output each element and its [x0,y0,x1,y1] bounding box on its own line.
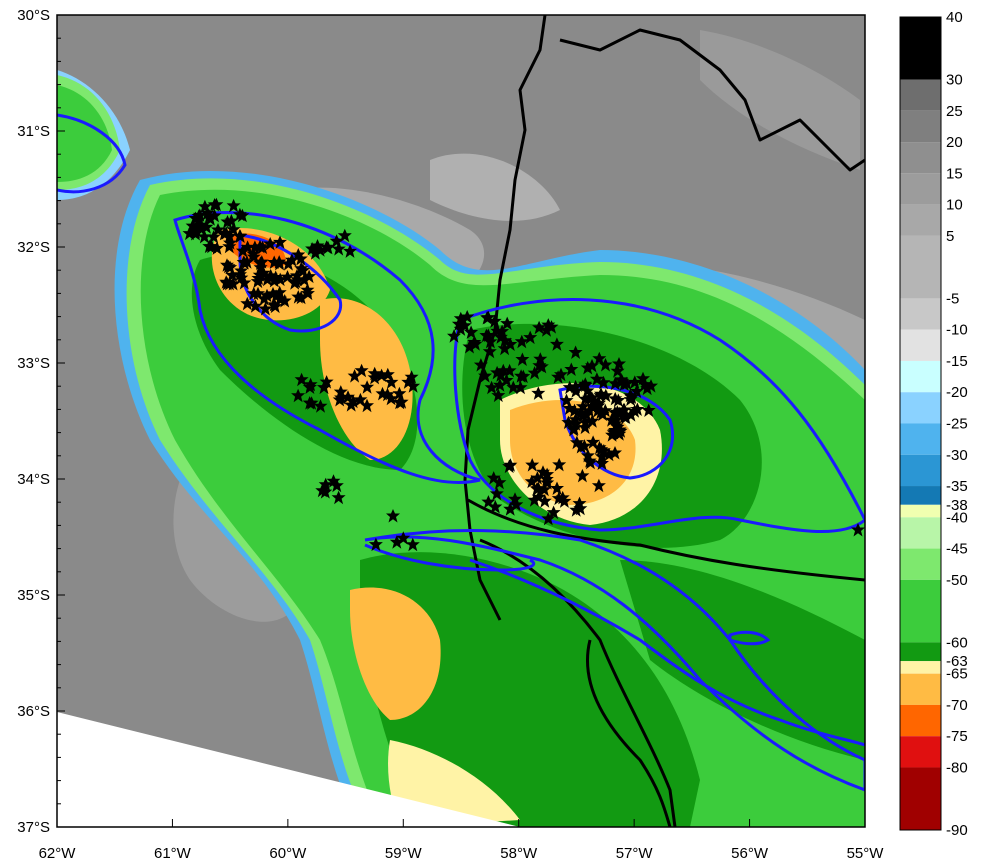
colorbar-tick-label: -25 [946,416,968,433]
uruguay-brazil-border [559,28,865,172]
no-data-region [57,712,520,827]
longitude-tick-label: 55°W [847,845,885,862]
colorbar-tick-label: -38 [946,497,968,514]
colorbar-tick-label: -15 [946,353,968,370]
longitude-tick-label: 57°W [616,845,654,862]
colorbar-tick-label: -10 [946,322,968,339]
colorbar-tick-label: -80 [946,759,968,776]
colorbar-tick-label: -60 [946,634,968,651]
colorbar-band [900,517,941,549]
latitude-tick-label: 36°S [17,703,50,720]
latitude-tick-label: 37°S [17,819,50,836]
colorbar-band [900,392,941,424]
colorbar-tick-label: 10 [946,197,963,214]
contour-east-outer [453,298,865,534]
colorbar-band [900,504,941,518]
latitude-axis: 30°S 31°S 32°S 33°S 34°S 35°S 36°S 37°S [17,7,65,836]
colorbar-tick-label: 30 [946,72,963,89]
colorbar-tick-label: -45 [946,541,968,558]
southern-coast [585,639,672,827]
contour-far-west [57,113,127,194]
colorbar-band [900,736,941,768]
colorbar-band [900,329,941,361]
colorbar-band [900,486,941,505]
colorbar-band [900,661,941,674]
longitude-tick-label: 56°W [731,845,769,862]
colorbar-band [900,423,941,455]
rio-de-la-plata-coast [479,538,677,827]
colorbar-band [900,110,941,143]
colorbar-tick-label: -70 [946,697,968,714]
colorbar-tick-label: 25 [946,103,963,120]
colorbar-band [900,17,941,80]
colorbar-frame [899,16,942,831]
colorbar-tick-label: -35 [946,478,968,495]
colorbar-band [900,360,941,393]
latitude-tick-label: 35°S [17,587,50,604]
contour-lower-east [469,558,865,747]
colorbar-band [900,673,941,705]
longitude-tick-label: 60°W [269,845,307,862]
colorbar-tick-label: -30 [946,447,968,464]
colorbar-band [900,79,941,111]
contour-east-small [728,630,771,646]
latitude-tick-label: 30°S [17,7,50,24]
colorbar-tick-label: 15 [946,165,963,182]
colorbar-tick-label: -63 [946,653,968,670]
colorbar-band [900,142,941,174]
longitude-axis: 62°W 61°W 60°W 59°W 58°W 57°W 56°W 55°W [39,819,885,862]
colorbar-tick-label: 20 [946,134,963,151]
argentina-uruguay-border [463,15,547,621]
colorbar-tick-label: 5 [946,228,954,245]
colorbar-tick-label: -5 [946,290,959,307]
map-plot-area [57,15,865,827]
longitude-tick-label: 58°W [500,845,538,862]
colorbar-band [900,642,941,662]
colorbar-band [900,298,941,330]
national-borders [463,15,865,827]
colorbar-band [900,235,941,299]
plot-frame [56,14,866,828]
colorbar-band [900,579,941,643]
contour-south [364,529,865,792]
colorbar-band [900,704,941,737]
colorbar-tick-label: -40 [946,509,968,526]
contour-southwest [364,543,536,572]
contour-west-outer [173,211,481,484]
longitude-tick-label: 61°W [154,845,192,862]
colorbar: 40 30 25 20 15 10 5 -5 -10 -15 -20 -25 -30 -35 -38-40 -… [899,9,968,839]
uruguay-coast [467,498,865,582]
colorbar-tick-label: -65 [946,666,968,683]
colorbar-tick-label: -90 [946,822,968,839]
latitude-tick-label: 32°S [17,239,50,256]
longitude-tick-label: 62°W [39,845,77,862]
latitude-tick-label: 33°S [17,355,50,372]
latitude-tick-label: 34°S [17,471,50,488]
latitude-tick-label: 31°S [17,123,50,140]
colorbar-tick-label: -50 [946,572,968,589]
colorbar-tick-label: -75 [946,728,968,745]
longitude-tick-label: 59°W [385,845,423,862]
colorbar-band [900,173,941,205]
colorbar-band [900,548,941,580]
colorbar-band [900,767,941,830]
colorbar-tick-label: -20 [946,384,968,401]
colorbar-tick-label: 40 [946,9,963,26]
colorbar-band [900,204,941,236]
blue-contours [57,113,865,792]
colorbar-band [900,454,941,487]
